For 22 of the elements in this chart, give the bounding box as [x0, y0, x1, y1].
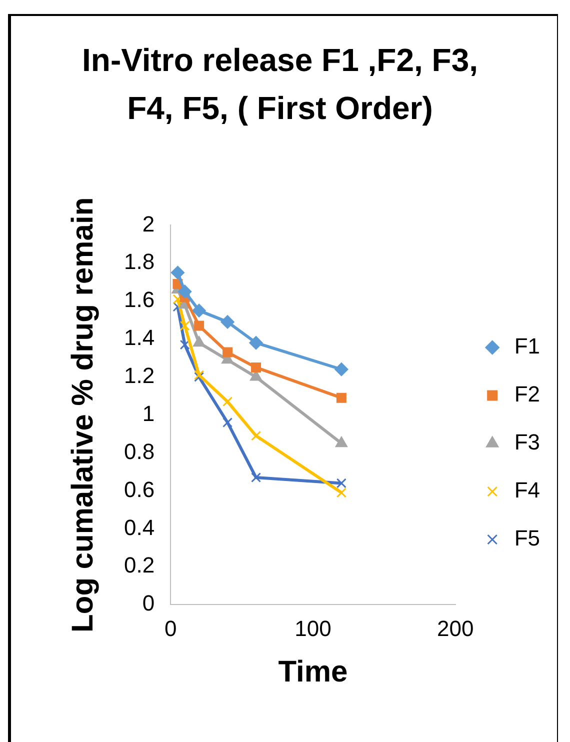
y-tick-label: 1.2	[124, 363, 155, 388]
x-tick-label: 200	[436, 616, 474, 641]
y-tick-label: 0.6	[124, 476, 155, 502]
legend-label: F3	[514, 430, 540, 455]
y-tick-label: 1.4	[124, 325, 155, 350]
y-tick-label: 1	[142, 400, 155, 426]
y-tick-label: 1.8	[124, 249, 155, 274]
x-axis-title: Time	[278, 655, 348, 688]
y-tick-label: 2	[142, 211, 155, 236]
y-tick-label: 0.4	[124, 514, 155, 540]
y-axis-title: Log cumalative % drug remain	[66, 197, 100, 632]
x-tick-label: 0	[164, 616, 177, 641]
x-tick-label: 100	[294, 616, 332, 641]
y-tick-label: 0.8	[124, 438, 155, 464]
legend-label: F5	[514, 526, 540, 551]
legend-label: F2	[514, 382, 540, 407]
y-tick-label: 0.2	[124, 552, 155, 578]
y-tick-label: 0	[142, 590, 155, 616]
legend-label: F4	[514, 478, 540, 503]
y-tick-label: 1.6	[124, 287, 155, 312]
legend-label: F1	[514, 334, 540, 359]
chart-title: In-Vitro release F1 ,F2, F3, F4, F5, ( First Order)	[81, 41, 479, 128]
